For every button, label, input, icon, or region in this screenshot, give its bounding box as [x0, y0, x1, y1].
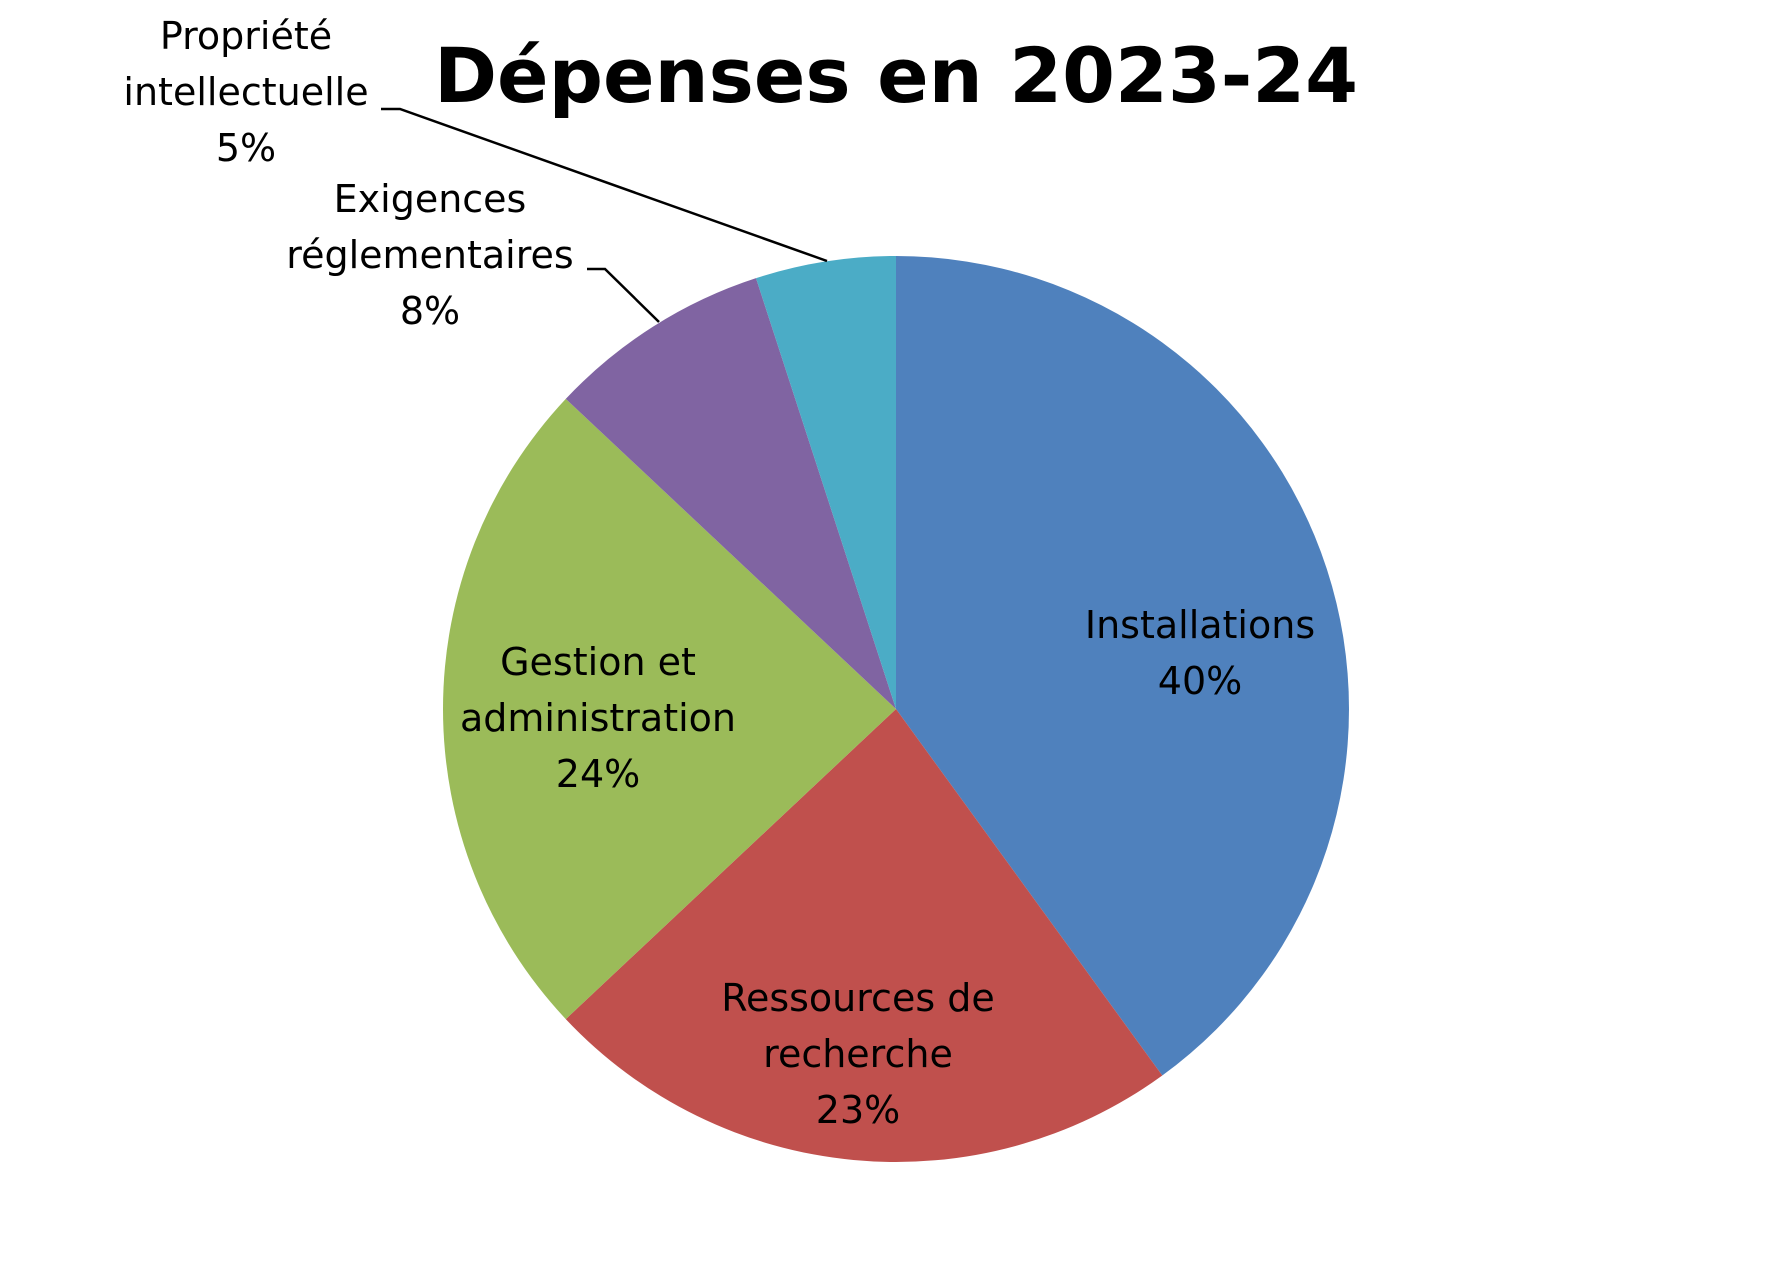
slice-labels: Installations 40% Ressources de recherche 23…: [123, 14, 1315, 1132]
pie-slices: [442, 256, 1350, 1162]
leader-line-4: [381, 107, 828, 263]
chart-title: Dépenses en 2023-24: [434, 31, 1358, 120]
slice-label-0: Installations 40%: [1085, 603, 1315, 703]
slice-value-label: 8%: [400, 289, 460, 333]
slice-value-label: 23%: [816, 1088, 900, 1132]
slice-value-label: 5%: [216, 126, 276, 170]
slice-category-label: Exigences: [334, 177, 527, 221]
slice-value-label: 40%: [1158, 659, 1242, 703]
slice-category-label: Gestion et: [500, 640, 696, 684]
slice-category-label: Ressources de: [721, 976, 994, 1020]
pie-slice-3: [565, 278, 896, 709]
leader-line-3: [587, 267, 660, 323]
slice-value-label: 24%: [556, 752, 640, 796]
pie-slice-0: [896, 256, 1350, 1076]
pie-slice-1: [565, 709, 1163, 1162]
slice-label-4: Propriété intellectuelle 5%: [123, 14, 368, 170]
slice-category-label: Installations: [1085, 603, 1315, 647]
slice-category-label: intellectuelle: [123, 70, 368, 114]
slice-category-label: Propriété: [160, 14, 332, 58]
slice-category-label: administration: [460, 696, 736, 740]
slice-label-1: Ressources de recherche 23%: [721, 976, 994, 1132]
slice-category-label: recherche: [763, 1032, 953, 1076]
pie-slice-4: [756, 256, 896, 709]
callout-leader-lines: [381, 107, 828, 323]
pie-slice-2: [442, 398, 896, 1020]
slice-label-3: Exigences réglementaires 8%: [286, 177, 573, 333]
slice-category-label: réglementaires: [286, 233, 573, 277]
slice-label-2: Gestion et administration 24%: [460, 640, 736, 796]
